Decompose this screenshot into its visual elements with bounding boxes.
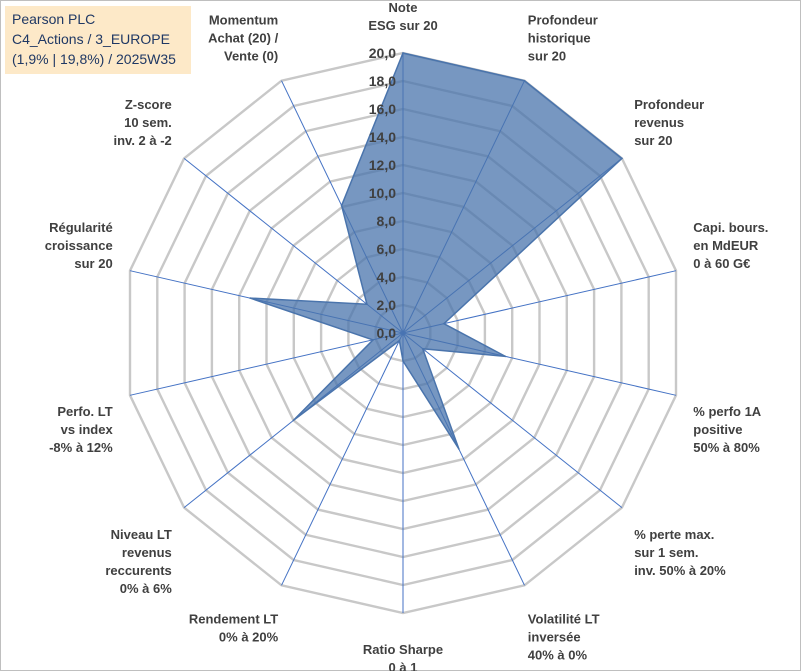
data-point <box>372 339 374 341</box>
data-point <box>366 303 368 306</box>
axis-label: vs index <box>61 422 114 437</box>
data-point <box>340 204 343 207</box>
data-point <box>402 360 404 362</box>
axis-label: 50% à 80% <box>693 440 760 455</box>
spoke-line <box>402 332 623 508</box>
axis-label: sur 1 sem. <box>634 545 698 560</box>
axis-label: Z-score <box>125 97 172 112</box>
axis-label: Volatilité LT <box>528 612 600 627</box>
data-point <box>458 448 460 450</box>
axis-label: Ratio Sharpe <box>363 642 443 657</box>
axis-label: 0% à 6% <box>120 581 172 596</box>
info-category: C4_Actions / 3_EUROPE <box>12 31 170 47</box>
axis-label: Niveau LT <box>111 527 172 542</box>
axis-label: positive <box>693 422 742 437</box>
axis-label-group: Capi. bours. en MdEUR 0 à 60 G€ <box>693 220 768 271</box>
axis-label: Perfo. LT <box>57 404 112 419</box>
axis-label-group: Profondeur historique sur 20 <box>528 12 598 63</box>
tick-label: 4,0 <box>377 269 397 285</box>
axis-label: revenus <box>122 545 172 560</box>
data-point <box>504 355 507 358</box>
axis-label: Profondeur <box>528 12 598 27</box>
info-stats: (1,9% | 19,8%) / 2025W35 <box>12 51 176 67</box>
axis-label-group: Momentum Achat (20) / Vente (0) <box>208 12 278 63</box>
axis-label: sur 20 <box>528 48 566 63</box>
axis-label: sur 20 <box>634 133 672 148</box>
spoke-line <box>402 270 677 334</box>
axis-label-group: Régularité croissance sur 20 <box>45 220 113 271</box>
tick-label: 20,0 <box>369 45 396 61</box>
data-point <box>402 52 404 54</box>
axis-label-group: Note ESG sur 20 <box>368 0 437 33</box>
axis-label: Rendement LT <box>189 612 278 627</box>
tick-label: 14,0 <box>369 129 396 145</box>
axis-label-group: Profondeur revenus sur 20 <box>634 97 704 148</box>
axis-label: inversée <box>528 630 581 645</box>
axis-label: 0 à 60 G€ <box>693 256 750 271</box>
axis-label: reccurents <box>105 563 171 578</box>
axis-label-group: % perte max. sur 1 sem. inv. 50% à 20% <box>634 527 726 578</box>
axis-label: 0% à 20% <box>219 630 279 645</box>
tick-label: 0,0 <box>377 325 397 341</box>
spoke-line <box>129 332 404 396</box>
radial-tick-labels: 0,0 2,0 4,0 6,0 8,0 10,0 12,0 14,0 16,0 18,0 20,0 <box>369 45 396 341</box>
info-box: Pearson PLC C4_Actions / 3_EUROPE (1,9% … <box>5 6 191 74</box>
tick-label: 10,0 <box>369 185 396 201</box>
data-point <box>443 322 445 325</box>
axis-label: sur 20 <box>74 256 112 271</box>
tick-label: 16,0 <box>369 101 396 117</box>
data-point <box>421 347 424 350</box>
tick-label: 6,0 <box>377 241 397 257</box>
axis-label: Profondeur <box>634 97 704 112</box>
axis-label: Capi. bours. <box>693 220 768 235</box>
data-point <box>523 79 526 82</box>
axis-label: -8% à 12% <box>49 440 113 455</box>
axis-label: inv. 50% à 20% <box>634 563 726 578</box>
data-point <box>292 419 295 422</box>
axis-label: en MdEUR <box>693 238 759 253</box>
axis-label: inv. 2 à -2 <box>114 133 172 148</box>
spoke-line <box>281 332 404 586</box>
tick-label: 8,0 <box>377 213 397 229</box>
axis-label: historique <box>528 30 591 45</box>
axis-label: Momentum <box>209 12 278 27</box>
axis-label: Régularité <box>49 220 113 235</box>
data-point <box>249 297 251 299</box>
axis-label: Note <box>389 0 418 15</box>
info-title: Pearson PLC <box>12 11 96 27</box>
axis-label-group: Rendement LT 0% à 20% <box>189 612 279 645</box>
axis-label: Achat (20) / <box>208 30 278 45</box>
tick-label: 18,0 <box>369 73 396 89</box>
axis-label: 10 sem. <box>124 115 172 130</box>
axis-label-group: Niveau LT revenus reccurents 0% à 6% <box>105 527 172 596</box>
axis-label-group: Volatilité LT inversée 40% à 0% <box>528 612 600 663</box>
axis-label-group: Ratio Sharpe 0 à 1 <box>363 642 443 671</box>
axis-label: Vente (0) <box>224 48 278 63</box>
tick-label: 12,0 <box>369 157 396 173</box>
axis-label: 0 à 1 <box>389 660 418 671</box>
axis-label: 40% à 0% <box>528 648 588 663</box>
data-point <box>398 339 401 342</box>
tick-label: 2,0 <box>377 297 397 313</box>
axis-label-group: Perfo. LT vs index -8% à 12% <box>49 404 113 455</box>
axis-label-group: Z-score 10 sem. inv. 2 à -2 <box>114 97 172 148</box>
radar-series <box>249 52 624 450</box>
axis-label-group: % perfo 1A positive 50% à 80% <box>693 404 762 455</box>
axis-label: croissance <box>45 238 113 253</box>
data-point <box>621 157 623 160</box>
axis-labels: Note ESG sur 20 Profondeur historique sur 20… <box>45 0 769 671</box>
axis-label: % perte max. <box>634 527 714 542</box>
axis-label: revenus <box>634 115 684 130</box>
axis-label: % perfo 1A <box>693 404 762 419</box>
axis-label: ESG sur 20 <box>368 18 437 33</box>
